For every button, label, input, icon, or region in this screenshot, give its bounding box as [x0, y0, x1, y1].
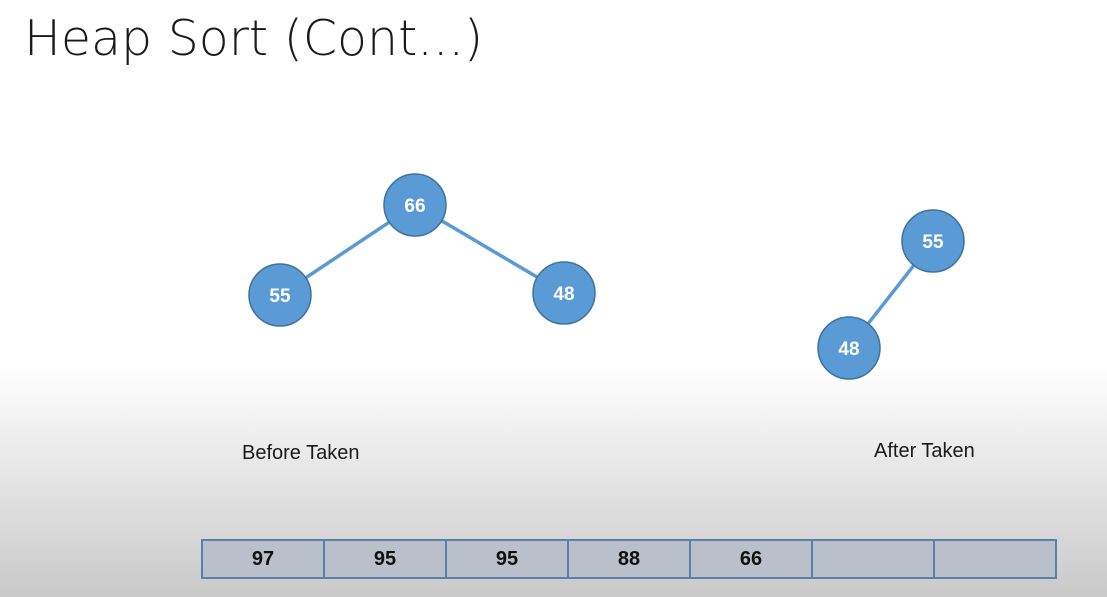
before-node-root-label: 66 [404, 196, 425, 217]
after-node-root-label: 55 [922, 232, 944, 253]
before-node-root: 66 [383, 173, 447, 237]
array-cell: 95 [447, 541, 569, 577]
after-node-left-label: 48 [838, 339, 859, 360]
slide-title: Heap Sort (Cont...) [24, 10, 484, 67]
before-node-right: 48 [532, 261, 596, 325]
after-node-root: 55 [901, 209, 965, 273]
before-caption: Before Taken [242, 442, 360, 464]
array-cell: 88 [569, 541, 691, 577]
before-node-left-label: 55 [269, 286, 291, 307]
heap-array: 97 95 95 88 66 [201, 539, 1057, 579]
before-node-left: 55 [248, 263, 312, 327]
array-cell [935, 541, 1055, 577]
array-cell: 95 [325, 541, 447, 577]
array-cell [813, 541, 935, 577]
array-cell: 97 [203, 541, 325, 577]
array-cell: 66 [691, 541, 813, 577]
before-node-right-label: 48 [553, 284, 574, 305]
after-caption: After Taken [874, 440, 975, 462]
after-node-left: 48 [817, 316, 881, 380]
